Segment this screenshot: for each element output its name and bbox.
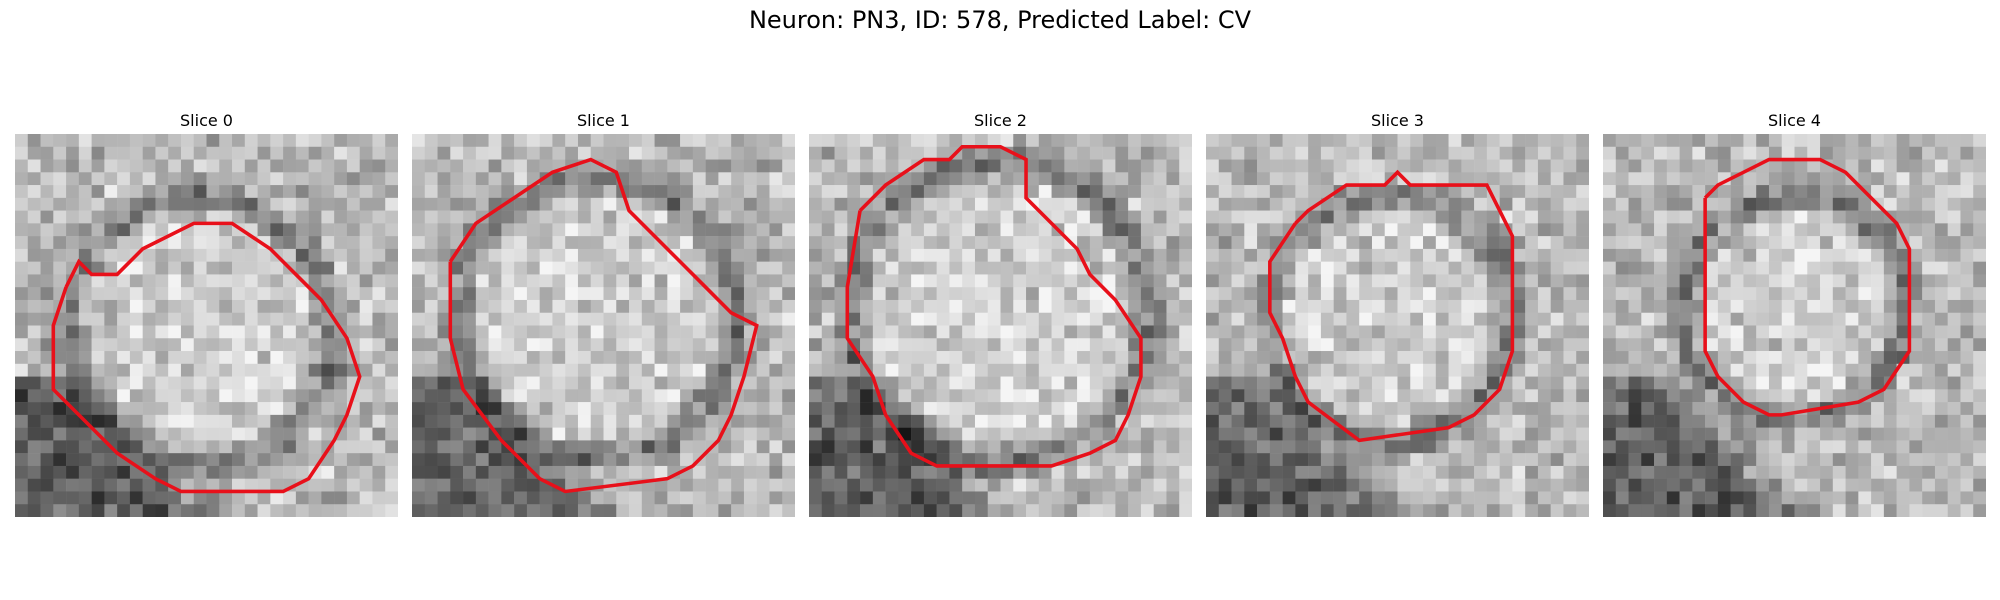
slice-title: Slice 3	[1371, 111, 1424, 130]
slice-title: Slice 0	[180, 111, 233, 130]
slice-image	[1603, 134, 1986, 517]
slice-panel-0: Slice 0	[15, 110, 398, 517]
segmentation-contour	[845, 144, 1143, 468]
slice-panel-2: Slice 2	[809, 110, 1192, 517]
segmentation-contour	[1703, 157, 1912, 417]
microscopy-slice-image	[1603, 134, 1986, 517]
segmentation-contour	[1268, 169, 1515, 443]
microscopy-slice-image	[809, 134, 1192, 517]
slice-image	[1206, 134, 1589, 517]
slice-title: Slice 2	[974, 111, 1027, 130]
microscopy-slice-image	[15, 134, 398, 517]
segmentation-contour	[448, 157, 759, 494]
slice-title: Slice 4	[1768, 111, 1821, 130]
slice-panel-1: Slice 1	[412, 110, 795, 517]
microscopy-slice-image	[412, 134, 795, 517]
slice-panel-4: Slice 4	[1603, 110, 1986, 517]
slice-image	[809, 134, 1192, 517]
slice-image	[412, 134, 795, 517]
slice-panel-3: Slice 3	[1206, 110, 1589, 517]
figure-title: Neuron: PN3, ID: 578, Predicted Label: C…	[748, 6, 1252, 34]
segmentation-contour	[51, 221, 362, 494]
slice-title: Slice 1	[577, 111, 630, 130]
microscopy-slice-image	[1206, 134, 1589, 517]
slice-image	[15, 134, 398, 517]
